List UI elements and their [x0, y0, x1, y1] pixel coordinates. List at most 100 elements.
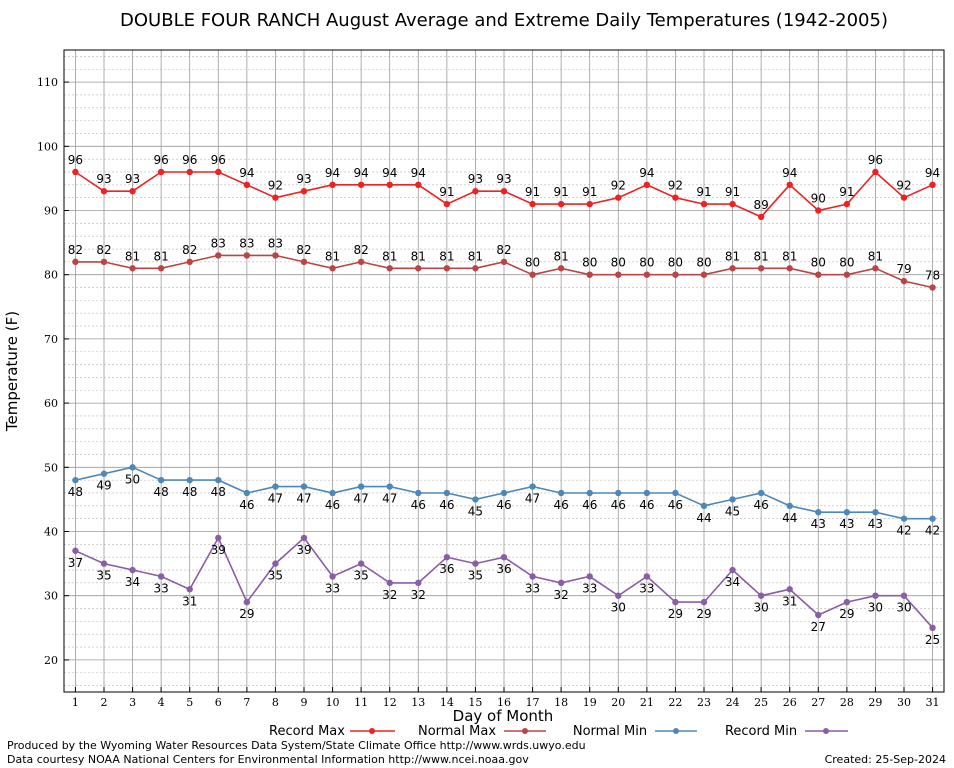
- series-normal-min: 48 49 50 48 48 48 46 47 47 46 47 47 46 46 45 46 47 46 46 46…: [68, 464, 940, 538]
- data-point-record-min: [100, 560, 108, 567]
- data-point-normal-min: [786, 502, 793, 510]
- data-label-normal-min: 45: [468, 504, 483, 518]
- series-normal-max: 82 82 81 81 82 83 83 83 82 81 82 81 81 81 81 82 80 81 80 80…: [68, 236, 940, 291]
- data-point-record-max: [157, 168, 165, 176]
- data-label-normal-max: 81: [411, 249, 426, 263]
- data-label-normal-max: 81: [754, 249, 769, 263]
- data-label-record-max: 89: [754, 198, 769, 212]
- data-label-record-min: 36: [439, 562, 454, 576]
- data-label-normal-max: 80: [811, 256, 826, 270]
- data-point-normal-max: [100, 258, 108, 266]
- data-point-record-max: [129, 188, 136, 195]
- y-tick-label: 80: [44, 269, 58, 282]
- data-point-record-min: [329, 573, 336, 580]
- data-label-normal-min: 43: [811, 517, 826, 531]
- data-label-record-max: 96: [868, 153, 883, 167]
- data-label-normal-max: 80: [525, 256, 540, 270]
- data-point-normal-min: [357, 483, 365, 490]
- data-label-record-max: 91: [582, 185, 597, 199]
- data-point-normal-max: [757, 265, 765, 272]
- data-label-record-min: 25: [925, 633, 940, 647]
- legend-marker-normal-min: [673, 728, 679, 734]
- data-point-record-max: [529, 200, 536, 208]
- data-point-normal-min: [186, 476, 193, 484]
- data-point-record-min: [386, 579, 393, 587]
- data-label-normal-max: 81: [154, 249, 169, 263]
- data-label-record-max: 94: [411, 166, 426, 180]
- data-label-normal-min: 46: [554, 498, 569, 512]
- data-label-normal-min: 46: [325, 498, 340, 512]
- data-label-record-max: 93: [496, 172, 511, 186]
- data-label-record-min: 35: [96, 569, 111, 583]
- data-label-record-min: 33: [325, 581, 340, 595]
- data-label-normal-max: 82: [296, 243, 311, 257]
- legend-label-normal-max: Normal Max: [418, 724, 496, 739]
- legend: Record Max Normal Max Normal Min Record …: [269, 724, 848, 739]
- data-point-record-max: [500, 188, 508, 195]
- data-point-record-max: [72, 168, 79, 176]
- data-label-record-min: 36: [496, 562, 511, 576]
- data-label-normal-max: 83: [239, 236, 254, 250]
- data-label-record-min: 30: [868, 601, 883, 615]
- data-label-normal-min: 42: [925, 524, 940, 538]
- legend-marker-record-min: [823, 728, 829, 734]
- x-tick-label: 25: [754, 696, 768, 709]
- x-tick-label: 18: [554, 696, 568, 709]
- data-point-normal-min: [272, 483, 279, 490]
- data-point-record-max: [300, 188, 308, 195]
- data-point-normal-min: [529, 483, 536, 490]
- data-label-normal-max: 81: [782, 249, 797, 263]
- data-label-normal-min: 49: [96, 479, 111, 493]
- data-point-normal-max: [900, 277, 908, 285]
- data-label-normal-max: 83: [211, 236, 226, 250]
- x-tick-label: 2: [101, 696, 108, 709]
- data-point-normal-max: [700, 271, 708, 278]
- y-tick-label: 50: [44, 461, 58, 474]
- data-point-normal-max: [72, 258, 79, 266]
- data-point-record-min: [500, 553, 508, 561]
- data-label-record-min: 39: [211, 543, 226, 557]
- data-point-normal-max: [643, 271, 651, 278]
- data-label-normal-max: 80: [639, 256, 654, 270]
- x-tick-label: 7: [243, 696, 250, 709]
- data-point-record-min: [443, 553, 451, 561]
- data-label-normal-min: 50: [125, 472, 140, 486]
- data-label-record-max: 91: [839, 185, 854, 199]
- data-point-normal-min: [129, 464, 136, 471]
- data-label-record-max: 92: [896, 179, 911, 193]
- data-point-normal-max: [300, 258, 308, 266]
- data-label-normal-max: 82: [496, 243, 511, 257]
- y-axis-title: Temperature (F): [3, 311, 21, 432]
- data-label-normal-max: 81: [554, 249, 569, 263]
- series-layer: 96 93 93 96 96 96 94 92 93 94 94 94 94 91 93 93 91 91 91 92…: [68, 153, 940, 647]
- data-label-record-min: 37: [68, 556, 83, 570]
- data-point-normal-min: [700, 502, 708, 510]
- data-label-record-max: 93: [125, 172, 140, 186]
- data-point-normal-min: [815, 509, 822, 516]
- data-label-normal-min: 44: [696, 511, 711, 525]
- data-point-record-min: [729, 566, 736, 574]
- data-label-record-min: 27: [811, 620, 826, 634]
- data-point-normal-min: [757, 489, 765, 497]
- data-label-record-max: 90: [811, 192, 826, 206]
- data-point-normal-min: [929, 515, 936, 522]
- data-point-normal-max: [357, 258, 365, 266]
- data-point-record-max: [415, 181, 422, 189]
- data-point-record-min: [872, 592, 879, 599]
- chart-title: DOUBLE FOUR RANCH August Average and Ext…: [120, 10, 888, 31]
- data-point-record-min: [300, 534, 308, 542]
- data-label-normal-min: 46: [239, 498, 254, 512]
- data-label-normal-min: 47: [382, 492, 397, 506]
- x-tick-label: 11: [354, 696, 368, 709]
- data-point-record-min: [472, 560, 479, 567]
- data-point-record-max: [586, 200, 593, 208]
- data-point-record-max: [186, 168, 193, 176]
- data-label-record-min: 33: [582, 581, 597, 595]
- x-tick-label: 13: [411, 696, 425, 709]
- data-label-normal-max: 81: [439, 249, 454, 263]
- data-point-record-max: [843, 200, 851, 208]
- data-label-normal-min: 48: [68, 485, 83, 499]
- data-label-normal-min: 47: [296, 492, 311, 506]
- legend-label-normal-min: Normal Min: [573, 724, 647, 739]
